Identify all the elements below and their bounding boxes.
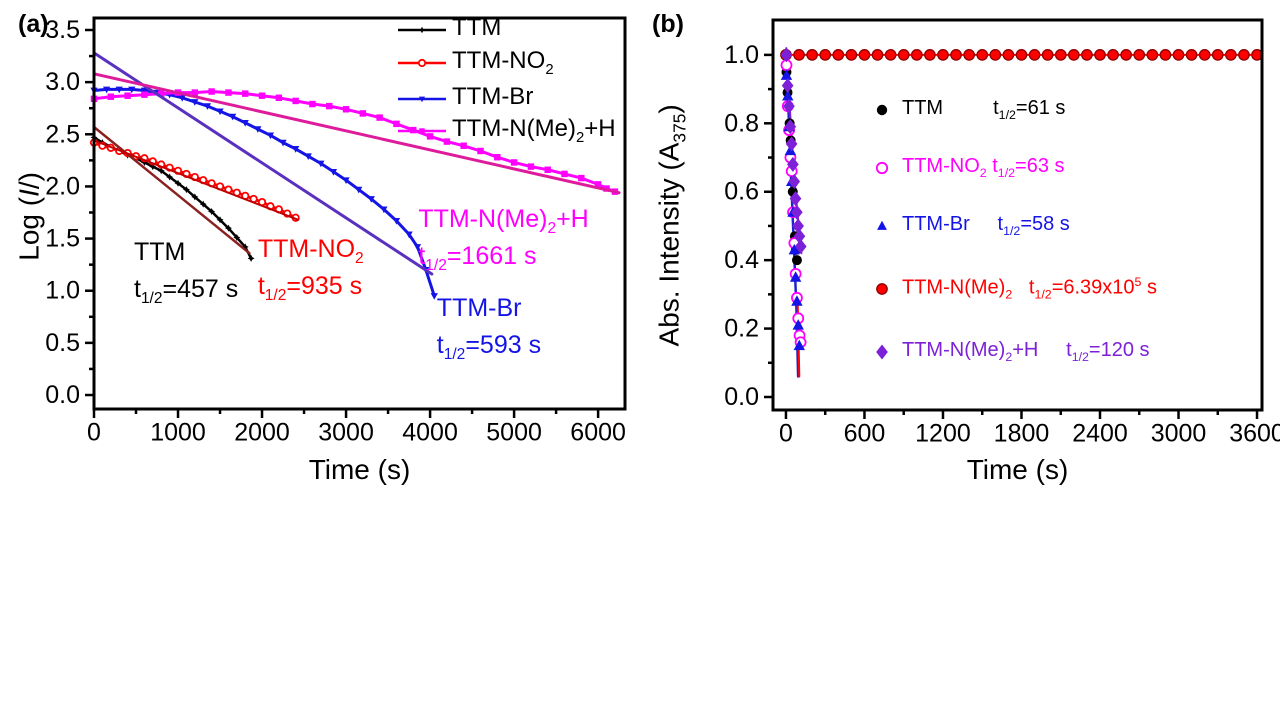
legend-item-ttm: TTM t1/2=61 s — [902, 97, 1066, 122]
ticks-b — [764, 53, 1259, 419]
legend-item-ttm: TTM — [452, 14, 502, 41]
series-ttm-br-fit — [92, 51, 434, 276]
panel-a: (a) 0 1000 2000 3000 4000 5000 6000 0.0 0.5 1.0 1.… — [0, 0, 640, 500]
legend-item-ttm-br: TTM-Br — [452, 83, 534, 110]
legend-markers-b — [875, 104, 889, 360]
y-tick-label-a: 1.5 — [45, 225, 80, 253]
y-tick-label-b: 1.0 — [724, 41, 759, 69]
annotation-ttm-line2: t1/2=457 s — [133, 274, 239, 307]
annotation-ttm-no2-line1: TTM-NO2 — [257, 235, 364, 268]
plot-frame-b — [771, 18, 1264, 412]
x-tick-label-b: 3000 — [1151, 420, 1207, 448]
y-tick-label-a: 3.5 — [45, 16, 80, 44]
y-tick-label-b: 0.8 — [724, 109, 759, 137]
y-axis-title-a: Log (I/) — [13, 172, 45, 261]
x-tick-label-b: 0 — [779, 420, 793, 448]
x-tick-label-a: 5000 — [486, 419, 542, 447]
x-axis-title-b: Time (s) — [966, 454, 1069, 485]
series-ttm-nme2-flat — [780, 49, 1263, 61]
series-ttm-nme2h-fit — [92, 72, 621, 195]
tick-labels-a: 0 1000 2000 3000 4000 5000 6000 0.0 0.5 1.0 1.5 2.0… — [45, 16, 626, 447]
x-tick-label-a: 1000 — [150, 419, 206, 447]
legend-item-ttm-no2: TTM-NO2 — [452, 47, 554, 78]
legend-item-ttm-nme2h: TTM-N(Me)2+H — [452, 115, 616, 146]
x-tick-label-b: 3600 — [1229, 420, 1280, 448]
series-ttm-fit — [92, 125, 251, 255]
y-tick-label-a: 1.0 — [45, 277, 80, 305]
legend-markers-a — [398, 26, 446, 134]
panel-b-plot: 0 600 1200 1800 2400 3000 3600 0.0 0.2 0.4 0.6 0.8 1… — [724, 18, 1280, 448]
panel-b: (b) 0 600 1200 1800 2400 3000 3600 0.0 0.2 0.4 0.6… — [640, 0, 1280, 500]
legend-item-ttm-nme2h: TTM-N(Me)2+H t1/2=120 s — [902, 339, 1150, 364]
annotation-ttm-line1: TTM — [133, 237, 186, 266]
panel-a-label: (a) — [18, 10, 49, 38]
x-tick-label-a: 2000 — [234, 419, 290, 447]
x-tick-label-a: 3000 — [318, 419, 374, 447]
x-tick-label-a: 0 — [87, 419, 101, 447]
tick-labels-b: 0 600 1200 1800 2400 3000 3600 0.0 0.2 0.4 0.6 0.8 1… — [724, 41, 1280, 448]
x-tick-label-b: 1200 — [915, 420, 971, 448]
y-tick-label-b: 0.0 — [724, 383, 759, 411]
annotation-ttm-nme2h-line1: TTM-N(Me)2+H — [418, 205, 589, 238]
annotation-ttm-br-line2: t1/2=593 s — [436, 330, 542, 363]
x-tick-label-b: 600 — [844, 420, 886, 448]
y-tick-label-b: 0.4 — [724, 246, 759, 274]
legend-item-ttm-nme2: TTM-N(Me)2 t1/2=6.39x105 s — [902, 275, 1158, 302]
panel-a-plot: 0 1000 2000 3000 4000 5000 6000 0.0 0.5 1.0 1.5 2.0… — [45, 16, 627, 447]
y-tick-label-a: 2.5 — [45, 120, 80, 148]
annotation-ttm-no2-line2: t1/2=935 s — [257, 272, 363, 305]
ticks-a — [85, 28, 600, 418]
panel-b-label: (b) — [652, 10, 684, 38]
annotation-ttm-br-line1: TTM-Br — [436, 293, 522, 322]
y-tick-label-a: 3.0 — [45, 68, 80, 96]
x-tick-label-a: 6000 — [570, 419, 626, 447]
legend-item-ttm-no2: TTM-NO2 t1/2=63 s — [902, 155, 1065, 180]
y-tick-label-a: 2.0 — [45, 172, 80, 200]
legend-item-ttm-br: TTM-Br t1/2=58 s — [902, 213, 1070, 238]
y-tick-label-a: 0.5 — [45, 329, 80, 357]
x-axis-title-a: Time (s) — [308, 454, 411, 485]
x-tick-label-a: 4000 — [402, 419, 458, 447]
annotation-ttm-nme2h-line2: t1/2=1661 s — [418, 242, 537, 275]
x-tick-label-b: 1800 — [994, 420, 1050, 448]
series-ttm-no2-fit — [93, 139, 300, 221]
y-axis-title-b: Abs. Intensity (A375) — [653, 104, 690, 347]
y-tick-label-b: 0.2 — [724, 315, 759, 343]
y-tick-label-a: 0.0 — [45, 381, 80, 409]
y-tick-label-b: 0.6 — [724, 178, 759, 206]
x-tick-label-b: 2400 — [1072, 420, 1128, 448]
